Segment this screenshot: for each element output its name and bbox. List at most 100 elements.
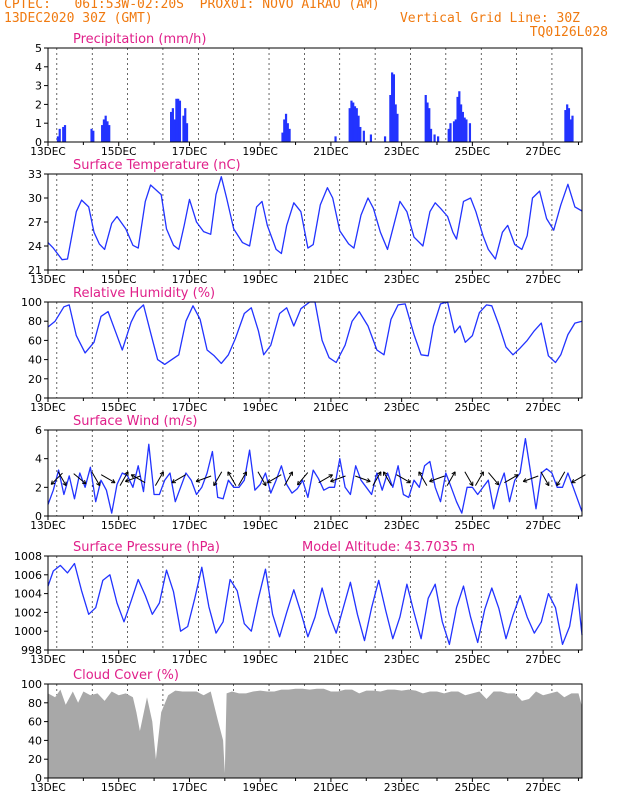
precip-bar bbox=[394, 104, 397, 142]
precip-bar bbox=[286, 123, 289, 142]
temp-ytick-label: 33 bbox=[28, 168, 42, 181]
wind-ytick-label: 2 bbox=[35, 481, 42, 494]
wind-arrow-head bbox=[50, 480, 53, 485]
precip-panel: 0 1 2 3 4 5 13DEC 15DEC 17DEC 19DEC 21DEC 23DEC 25DE… bbox=[30, 32, 583, 158]
temp-frame bbox=[47, 173, 583, 271]
header-location: CPTEC: 061:53W-02:20S PROX01: NOVO AIRAO… bbox=[4, 0, 380, 12]
pressure-ytick-label: 1002 bbox=[14, 606, 42, 619]
precip-bar bbox=[170, 111, 173, 142]
pressure-ytick-label: 1004 bbox=[14, 588, 42, 601]
wind-arrow-head bbox=[266, 479, 270, 483]
rh-xtick-label: 19DEC bbox=[242, 402, 277, 414]
precip-bar bbox=[454, 119, 457, 142]
wind-xtick-label: 21DEC bbox=[313, 520, 348, 532]
cloud-xtick-label: 15DEC bbox=[101, 782, 136, 794]
precip-xtick-label: 27DEC bbox=[525, 146, 560, 158]
temp-xtick-label: 19DEC bbox=[242, 274, 277, 286]
precip-bar bbox=[90, 128, 93, 142]
wind-arrow-shaft bbox=[91, 471, 101, 486]
pressure-line bbox=[47, 562, 583, 646]
precip-xtick-label: 19DEC bbox=[242, 146, 277, 158]
temp-title: Surface Temperature (nC) bbox=[73, 158, 241, 173]
wind-arrow-shaft bbox=[257, 471, 267, 486]
precip-bar bbox=[102, 119, 106, 142]
cloud-xtick-label: 21DEC bbox=[313, 782, 348, 794]
cloud-xtick-label: 17DEC bbox=[172, 782, 207, 794]
pressure-panel: 998 1000 1002 1004 1006 1008 13DEC 15DEC 17DEC 19… bbox=[14, 540, 583, 666]
precip-bar bbox=[424, 95, 427, 142]
precip-bar bbox=[348, 108, 351, 142]
rh-xtick-label: 17DEC bbox=[172, 402, 207, 414]
wind-arrow-head bbox=[297, 482, 302, 486]
cloud-xtick-label: 23DEC bbox=[384, 782, 419, 794]
precip-bar bbox=[185, 123, 189, 142]
precip-bar bbox=[465, 119, 468, 142]
precip-bar bbox=[392, 74, 396, 142]
precip-bar bbox=[383, 136, 387, 142]
precip-bar bbox=[101, 125, 104, 142]
precip-bar bbox=[334, 136, 337, 142]
rh-xtick-label: 25DEC bbox=[455, 402, 490, 414]
wind-arrow-head bbox=[367, 478, 371, 482]
cloud-ytick-label: 80 bbox=[28, 697, 42, 710]
wind-arrow-head bbox=[451, 471, 456, 475]
rh-xtick-label: 23DEC bbox=[384, 402, 419, 414]
precip-bar bbox=[566, 104, 569, 142]
wind-arrow-shaft bbox=[154, 471, 164, 486]
wind-arrow-shaft bbox=[556, 471, 566, 486]
precip-bar bbox=[456, 96, 459, 142]
precip-bar bbox=[433, 134, 436, 142]
precip-bar bbox=[447, 128, 450, 142]
pressure-xtick-label: 17DEC bbox=[172, 654, 207, 666]
wind-arrow-shaft bbox=[571, 474, 586, 484]
wind-arrow-shaft bbox=[100, 474, 116, 484]
cloud-ytick-label: 40 bbox=[28, 734, 42, 747]
precip-bar bbox=[463, 117, 466, 142]
wind-arrow-head bbox=[125, 480, 130, 483]
temp-line bbox=[47, 176, 583, 261]
wind-arrow-head bbox=[262, 483, 267, 487]
wind-arrow-shaft bbox=[464, 471, 474, 486]
precip-bar bbox=[458, 91, 461, 142]
wind-arrow-head bbox=[330, 478, 334, 482]
header-run-time: 13DEC2020 30Z (GMT) bbox=[4, 11, 153, 26]
precip-ytick-label: 3 bbox=[35, 80, 42, 93]
wind-arrow-head bbox=[96, 483, 101, 487]
wind-arrow-head bbox=[330, 474, 333, 479]
rh-line bbox=[47, 301, 583, 366]
cloud-xtick-label: 19DEC bbox=[242, 782, 277, 794]
wind-arrow-shaft bbox=[227, 471, 237, 486]
wind-xtick-label: 25DEC bbox=[455, 520, 490, 532]
precip-xtick-label: 15DEC bbox=[101, 146, 136, 158]
precip-bar bbox=[452, 121, 456, 142]
temp-ytick-label: 30 bbox=[28, 192, 42, 205]
wind-arrow-head bbox=[545, 483, 550, 487]
precip-bar bbox=[468, 123, 472, 142]
pressure-title: Surface Pressure (hPa) bbox=[73, 540, 220, 555]
wind-arrow-shaft bbox=[372, 471, 382, 486]
wind-arrow-shaft bbox=[297, 472, 309, 486]
precip-bar bbox=[428, 108, 431, 142]
wind-arrow-head bbox=[130, 474, 134, 479]
precip-bar bbox=[106, 121, 109, 142]
pressure-ytick-label: 998 bbox=[21, 644, 42, 657]
wind-arrow-shaft bbox=[267, 474, 282, 484]
wind-arrow-shaft bbox=[318, 474, 333, 484]
wind-arrow-head bbox=[195, 478, 200, 482]
precip-frame bbox=[47, 47, 583, 143]
wind-arrow-shaft bbox=[446, 471, 456, 486]
pressure-annotation: Model Altitude: 43.7035 m bbox=[302, 540, 475, 555]
cloud-title: Cloud Cover (%) bbox=[73, 668, 179, 683]
wind-arrow-shaft bbox=[504, 474, 519, 484]
precip-bar bbox=[569, 119, 572, 142]
pressure-xtick-label: 15DEC bbox=[101, 654, 136, 666]
wind-arrow-head bbox=[366, 480, 371, 483]
wind-arrow-head bbox=[571, 479, 575, 483]
precip-xtick-label: 17DEC bbox=[172, 146, 207, 158]
pressure-frame bbox=[47, 555, 583, 651]
wind-arrow-shaft bbox=[284, 471, 293, 486]
wind-arrow-head bbox=[469, 483, 474, 487]
wind-xtick-label: 17DEC bbox=[172, 520, 207, 532]
